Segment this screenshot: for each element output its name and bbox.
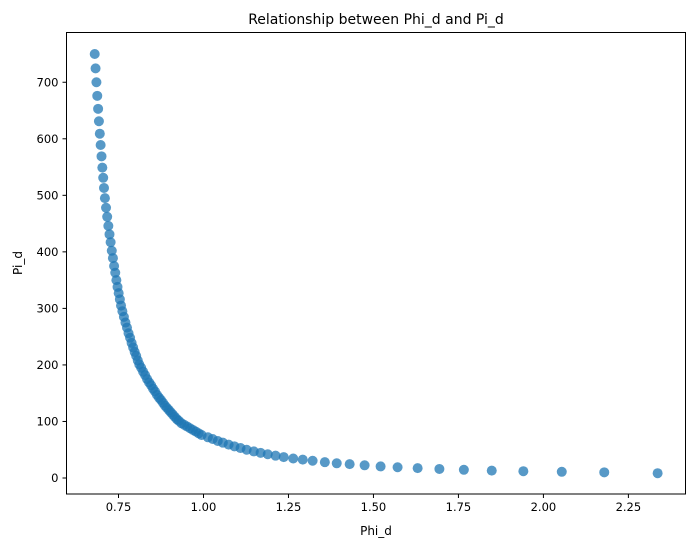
data-point [599, 467, 610, 478]
data-point [106, 245, 117, 256]
data-point [278, 452, 289, 463]
y-tick-label: 500 [37, 188, 59, 202]
data-point [96, 151, 107, 162]
data-point [97, 162, 108, 173]
data-point [103, 220, 114, 231]
data-points [89, 48, 663, 479]
x-tick-label: 2.00 [531, 500, 557, 514]
data-point [412, 463, 423, 474]
data-point [89, 48, 100, 59]
y-tick-label: 600 [37, 132, 59, 146]
axes-frame [66, 32, 686, 495]
data-point [104, 229, 115, 240]
data-point [319, 457, 330, 468]
data-point [262, 449, 273, 460]
x-tick-label: 1.75 [446, 500, 472, 514]
x-tick-label: 1.25 [276, 500, 302, 514]
data-point [486, 465, 497, 476]
y-tick-label: 300 [37, 301, 59, 315]
data-point [98, 182, 109, 193]
y-tick-label: 400 [37, 245, 59, 259]
y-tick-label: 700 [37, 75, 59, 89]
data-point [110, 267, 121, 278]
data-point [93, 103, 104, 114]
data-point [93, 116, 104, 127]
y-axis-ticks: 0 100 200 300 400 500 600 700 [37, 75, 67, 485]
data-point [102, 211, 113, 222]
x-tick-label: 1.50 [361, 500, 387, 514]
data-point [270, 450, 281, 461]
data-point [307, 455, 318, 466]
y-tick-label: 100 [37, 414, 59, 428]
x-axis-ticks: 0.75 1.00 1.25 1.50 1.75 2.00 2.25 [106, 494, 641, 514]
data-point [95, 140, 106, 151]
x-tick-label: 1.00 [191, 500, 217, 514]
data-point [90, 63, 101, 74]
data-point [107, 253, 118, 264]
data-point [392, 462, 403, 473]
data-point [105, 237, 116, 248]
data-point [94, 128, 105, 139]
data-point [375, 461, 386, 472]
chart-title: Relationship between Phi_d and Pi_d [248, 12, 504, 28]
y-axis-label: Pi_d [11, 251, 25, 275]
data-point [652, 468, 663, 479]
data-point [99, 193, 110, 204]
data-point [518, 466, 529, 477]
data-point [359, 460, 370, 471]
data-point [101, 202, 112, 213]
data-point [458, 464, 469, 475]
x-tick-label: 0.75 [106, 500, 132, 514]
y-tick-label: 200 [37, 358, 59, 372]
x-axis-label: Phi_d [360, 524, 392, 538]
data-point [288, 453, 299, 464]
data-point [344, 459, 355, 470]
data-point [331, 458, 342, 469]
data-point [556, 466, 567, 477]
data-point [98, 172, 109, 183]
data-point [434, 463, 445, 474]
data-point [297, 454, 308, 465]
data-point [92, 90, 103, 101]
y-tick-label: 0 [51, 471, 58, 485]
data-point [91, 77, 102, 88]
x-tick-label: 2.25 [616, 500, 642, 514]
